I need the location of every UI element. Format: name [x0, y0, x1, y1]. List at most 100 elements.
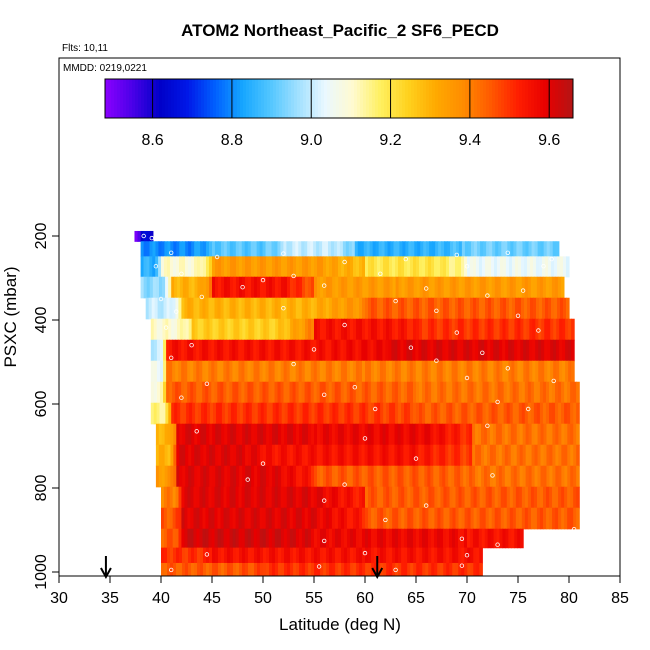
- heat-cell: [484, 423, 488, 446]
- heat-cell: [510, 465, 515, 488]
- heat-cell: [199, 381, 203, 404]
- heat-cell: [425, 256, 429, 278]
- heat-cell: [547, 339, 551, 362]
- heat-cell: [202, 507, 207, 530]
- heat-cell: [214, 381, 218, 404]
- heat-cell: [215, 318, 220, 341]
- heat-cell: [319, 339, 323, 362]
- heat-cell: [278, 318, 282, 341]
- heat-cell: [395, 486, 399, 509]
- heat-cell: [275, 562, 279, 576]
- heat-cell: [403, 360, 408, 383]
- obs-point: [281, 306, 286, 311]
- heat-cell: [388, 360, 393, 383]
- heat-cell: [166, 507, 171, 530]
- heat-cell: [416, 402, 420, 425]
- heat-cell: [367, 339, 371, 362]
- heat-cell: [277, 360, 282, 383]
- heat-cell: [469, 318, 474, 341]
- heat-cell: [181, 507, 186, 530]
- heat-cell: [197, 423, 201, 446]
- heat-cell: [190, 486, 195, 509]
- heat-cell: [349, 297, 354, 320]
- heat-cell: [488, 297, 492, 320]
- heat-cell: [344, 318, 348, 341]
- heat-cell: [289, 339, 293, 362]
- heat-cell: [365, 318, 369, 341]
- heat-cell: [359, 402, 363, 425]
- heat-cell: [223, 241, 228, 257]
- heat-cell: [316, 360, 321, 383]
- heat-cell: [497, 486, 502, 509]
- heat-cell: [191, 465, 195, 488]
- heat-cell: [323, 318, 327, 341]
- heat-cell: [260, 465, 264, 488]
- heat-cell: [271, 297, 276, 320]
- heat-cell: [308, 465, 312, 488]
- heat-cell: [245, 444, 249, 467]
- heat-cell: [208, 339, 212, 362]
- heat-cell: [283, 507, 288, 530]
- heat-cell: [299, 547, 303, 564]
- heat-cell: [467, 241, 472, 257]
- heat-cell: [499, 339, 503, 362]
- colorbar-cell: [162, 79, 166, 118]
- heat-cell: [191, 444, 195, 467]
- heat-cell: [158, 276, 163, 299]
- colorbar-tick-label: 8.6: [141, 132, 163, 149]
- colorbar-cell: [411, 79, 415, 118]
- heat-cell: [200, 318, 205, 341]
- heat-cell: [308, 276, 312, 299]
- heat-cell: [553, 360, 557, 383]
- heat-cell: [247, 297, 252, 320]
- heat-cell: [227, 562, 231, 576]
- heat-cell: [163, 360, 167, 383]
- heat-cell: [331, 241, 335, 257]
- heat-cell: [239, 423, 243, 446]
- heat-cell: [475, 318, 480, 341]
- heat-cell: [290, 562, 294, 576]
- heat-cell: [416, 486, 420, 509]
- heat-cell: [163, 507, 168, 530]
- heat-cell: [259, 381, 264, 404]
- heat-cell: [451, 444, 455, 467]
- heat-cell: [301, 444, 306, 467]
- heat-cell: [524, 486, 529, 509]
- heat-cell: [446, 402, 450, 425]
- heat-cell: [564, 486, 568, 509]
- heat-cell: [181, 360, 185, 383]
- heat-cell: [485, 507, 490, 530]
- heat-cell: [504, 465, 509, 488]
- heat-cell: [224, 402, 229, 425]
- heat-cell: [173, 241, 177, 257]
- heat-cell: [340, 507, 345, 530]
- heat-cell: [209, 547, 213, 564]
- heat-cell: [432, 241, 436, 257]
- heat-cell: [350, 562, 354, 576]
- x-tick-label: 35: [101, 590, 119, 607]
- heat-cell: [421, 360, 426, 383]
- heat-cell: [212, 318, 217, 341]
- heat-cell: [266, 402, 271, 425]
- heat-cell: [214, 507, 219, 530]
- heat-cell: [455, 562, 459, 576]
- heat-cell: [521, 486, 526, 509]
- heat-cell: [314, 528, 318, 549]
- heat-cell: [445, 423, 449, 446]
- heat-cell: [179, 444, 183, 467]
- heat-cell: [416, 276, 421, 299]
- heat-cell: [284, 318, 288, 341]
- heat-cell: [419, 528, 423, 549]
- heat-cell: [181, 486, 186, 509]
- colorbar-cell: [135, 79, 139, 118]
- heat-cell: [185, 318, 190, 341]
- heat-cell: [423, 241, 427, 257]
- heat-cell: [361, 444, 366, 467]
- heat-cell: [184, 360, 188, 383]
- colorbar-cell: [249, 79, 253, 118]
- heat-cell: [254, 444, 258, 467]
- y-tick-label: 600: [33, 391, 50, 418]
- heat-cell: [290, 276, 294, 299]
- heat-cell: [248, 547, 252, 564]
- heat-cell: [265, 528, 270, 549]
